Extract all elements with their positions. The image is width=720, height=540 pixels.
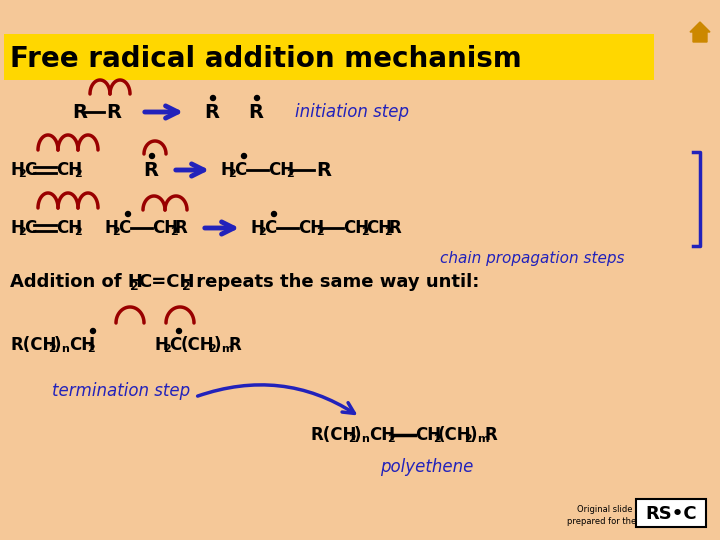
Text: 2: 2 (464, 434, 472, 444)
Text: C: C (169, 336, 181, 354)
Circle shape (254, 96, 259, 100)
Text: R: R (389, 219, 402, 237)
Text: polyethene: polyethene (380, 458, 473, 476)
Circle shape (125, 212, 130, 217)
Text: 2: 2 (74, 169, 82, 179)
Circle shape (176, 328, 181, 334)
Text: repeats the same way until:: repeats the same way until: (190, 273, 480, 291)
Text: H: H (10, 219, 24, 237)
Text: CH: CH (415, 426, 441, 444)
Text: C: C (24, 161, 36, 179)
Text: C: C (118, 219, 130, 237)
Text: R: R (106, 103, 121, 122)
Text: 2: 2 (74, 227, 82, 237)
Text: R: R (175, 219, 188, 237)
Circle shape (210, 96, 215, 100)
Text: m: m (477, 434, 488, 444)
FancyBboxPatch shape (4, 34, 654, 80)
Text: prepared for the: prepared for the (567, 517, 636, 526)
Text: C: C (234, 161, 246, 179)
Text: 2: 2 (433, 434, 441, 444)
Text: R: R (229, 336, 242, 354)
Text: 2: 2 (258, 227, 266, 237)
Text: n: n (361, 434, 369, 444)
Text: H: H (104, 219, 118, 237)
Text: R: R (316, 160, 331, 179)
Text: RS•C: RS•C (645, 505, 697, 523)
Text: C: C (264, 219, 276, 237)
Text: 2: 2 (348, 434, 356, 444)
Circle shape (241, 153, 246, 159)
Text: n: n (61, 344, 69, 354)
Text: 2: 2 (384, 227, 392, 237)
Text: R: R (248, 103, 263, 122)
Text: ): ) (54, 336, 61, 354)
Text: CH: CH (69, 336, 95, 354)
Text: 2: 2 (18, 227, 26, 237)
Text: 2: 2 (361, 227, 369, 237)
Text: R: R (143, 160, 158, 179)
Text: H: H (155, 336, 169, 354)
Text: ): ) (470, 426, 477, 444)
Text: Addition of H: Addition of H (10, 273, 143, 291)
Text: chain propagation steps: chain propagation steps (440, 251, 624, 266)
Text: Original slide: Original slide (577, 505, 632, 515)
Text: R: R (485, 426, 498, 444)
Text: CH: CH (56, 219, 82, 237)
Text: 2: 2 (163, 344, 171, 354)
Text: ): ) (214, 336, 222, 354)
Text: CH: CH (152, 219, 178, 237)
Text: (CH: (CH (181, 336, 215, 354)
Text: CH: CH (298, 219, 324, 237)
Circle shape (150, 153, 155, 159)
Circle shape (271, 212, 276, 217)
Text: 2: 2 (286, 169, 294, 179)
Text: CH: CH (366, 219, 392, 237)
Text: 2: 2 (48, 344, 55, 354)
Text: (CH: (CH (438, 426, 472, 444)
Polygon shape (690, 22, 710, 42)
Text: CH: CH (56, 161, 82, 179)
Text: 2: 2 (112, 227, 120, 237)
Text: 2: 2 (170, 227, 178, 237)
Text: R(CH: R(CH (10, 336, 56, 354)
Text: CH: CH (268, 161, 294, 179)
Text: 2: 2 (182, 280, 191, 293)
Text: CH: CH (343, 219, 369, 237)
Text: R: R (204, 103, 219, 122)
Text: 2: 2 (18, 169, 26, 179)
Text: 2: 2 (228, 169, 235, 179)
Text: H: H (250, 219, 264, 237)
Text: 2: 2 (316, 227, 324, 237)
Text: CH: CH (369, 426, 395, 444)
Text: 2: 2 (87, 344, 95, 354)
Text: ): ) (354, 426, 361, 444)
Circle shape (91, 328, 96, 334)
Text: C: C (24, 219, 36, 237)
Text: m: m (221, 344, 233, 354)
Text: R: R (72, 103, 87, 122)
Text: R(CH: R(CH (310, 426, 356, 444)
Text: termination step: termination step (52, 382, 190, 400)
FancyBboxPatch shape (636, 499, 706, 527)
Text: 2: 2 (387, 434, 395, 444)
Text: 2: 2 (208, 344, 216, 354)
Text: Free radical addition mechanism: Free radical addition mechanism (10, 45, 522, 73)
Text: initiation step: initiation step (295, 103, 409, 121)
Text: C=CH: C=CH (138, 273, 194, 291)
Text: H: H (220, 161, 234, 179)
Text: 2: 2 (130, 280, 139, 293)
Text: H: H (10, 161, 24, 179)
